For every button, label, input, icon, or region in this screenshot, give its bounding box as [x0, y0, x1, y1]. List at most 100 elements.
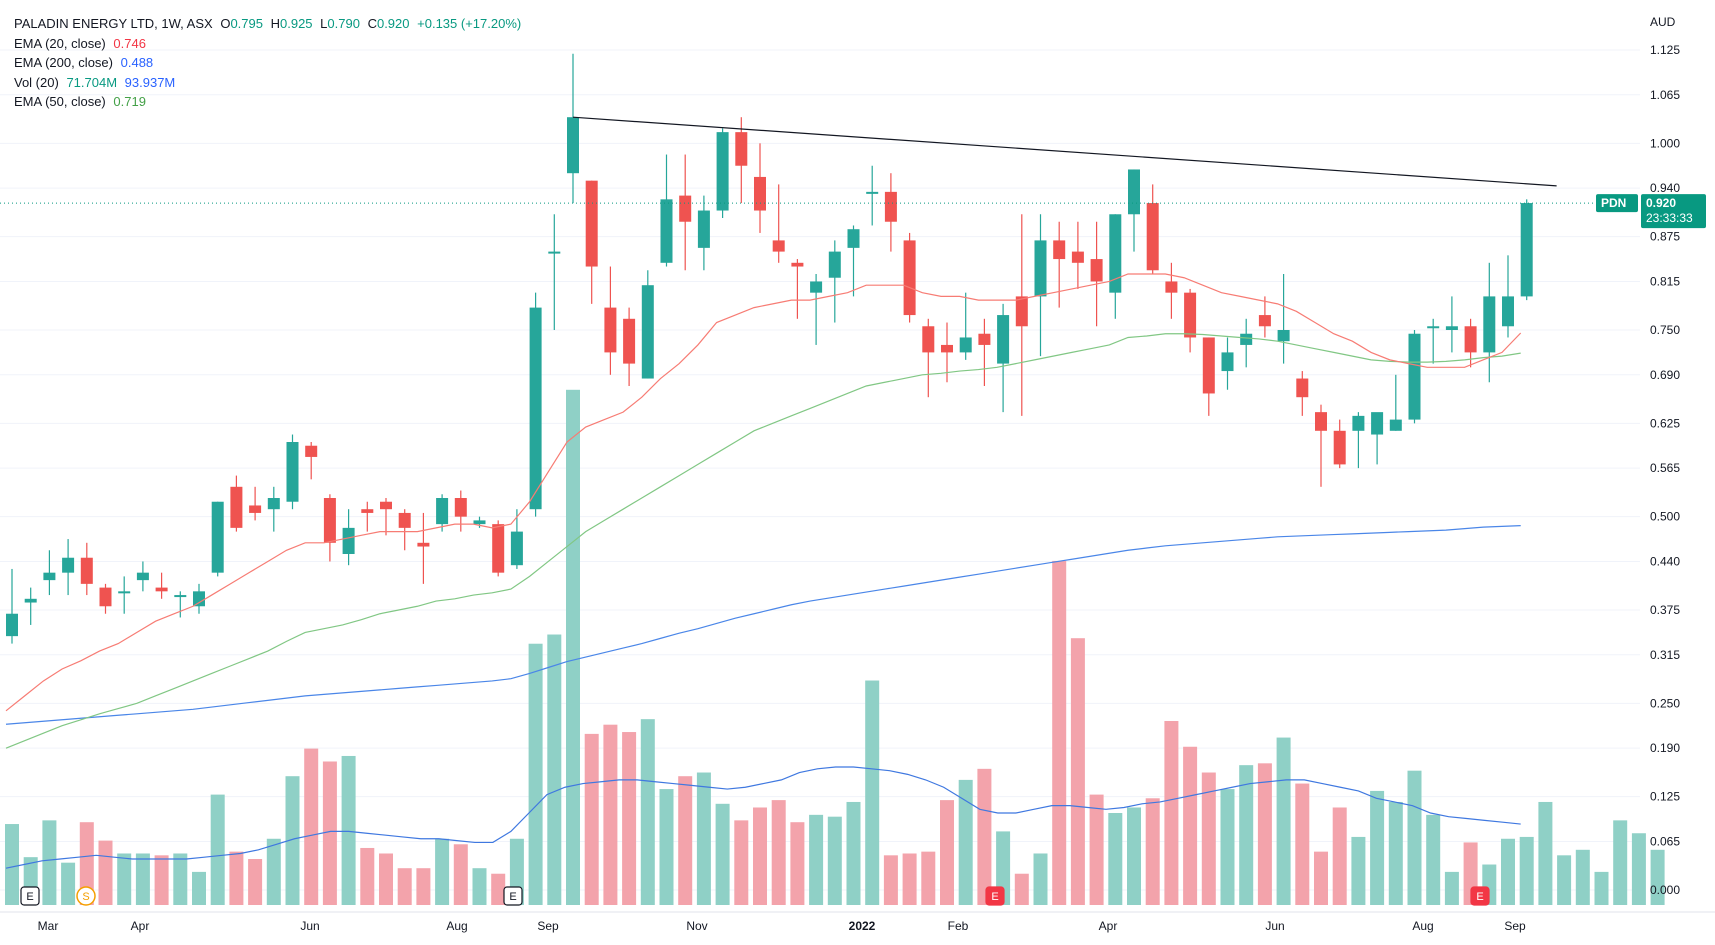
- candle-body: [529, 307, 542, 510]
- candle-body: [417, 542, 430, 547]
- earnings-marker[interactable]: E: [1470, 886, 1490, 906]
- volume-bar: [285, 776, 300, 905]
- volume-bar: [622, 732, 637, 905]
- candle: [623, 307, 636, 386]
- ohlc-low-label: L: [320, 16, 328, 31]
- candle: [1296, 371, 1309, 416]
- candle: [211, 501, 224, 577]
- price-tick-label: 0.065: [1650, 834, 1680, 848]
- price-tick-label: 0.190: [1650, 741, 1680, 755]
- candle: [118, 576, 131, 614]
- candle-body: [1427, 326, 1440, 329]
- earnings-marker[interactable]: E: [503, 886, 523, 906]
- volume-bar: [958, 779, 973, 905]
- price-tick-label: 0.125: [1650, 790, 1680, 804]
- time-axis-label: Apr: [131, 919, 150, 933]
- volume-bar: [547, 634, 562, 905]
- candle: [679, 154, 692, 271]
- candle-body: [193, 591, 205, 607]
- volume-bar: [883, 855, 898, 905]
- ema200-label: EMA (200, close): [14, 55, 113, 70]
- candle-body: [1483, 296, 1496, 353]
- legend-ema50[interactable]: EMA (50, close) 0.719: [14, 92, 521, 112]
- candle-body: [1520, 203, 1533, 297]
- volume-bar: [1145, 798, 1160, 905]
- legend-ema200[interactable]: EMA (200, close) 0.488: [14, 53, 521, 73]
- volume-bar: [528, 643, 543, 905]
- volume-bar: [173, 853, 188, 905]
- volume-bar: [1295, 783, 1310, 905]
- volume-bar: [715, 803, 730, 905]
- candle-body: [1277, 330, 1290, 342]
- ema50-line: [5, 333, 1521, 749]
- volume-bar: [5, 824, 19, 905]
- volume-bar: [135, 853, 150, 905]
- candle-body: [43, 572, 56, 581]
- candle: [380, 498, 392, 536]
- trendline[interactable]: [572, 116, 1557, 187]
- volume-bar: [1108, 813, 1123, 905]
- candle: [1352, 412, 1365, 469]
- volume-bar: [61, 862, 76, 905]
- volume-bar: [1407, 770, 1422, 905]
- candle-body: [660, 199, 673, 263]
- candle-body: [1445, 326, 1458, 330]
- price-tick-label: 0.690: [1650, 368, 1680, 382]
- candle-body: [1408, 333, 1421, 420]
- candle: [1015, 214, 1028, 416]
- candle-body: [866, 191, 879, 194]
- candle-body: [810, 281, 823, 293]
- candle: [922, 318, 935, 398]
- candle: [230, 475, 243, 532]
- candle-body: [1034, 240, 1047, 297]
- candle: [828, 240, 841, 323]
- volume-bar: [229, 851, 244, 905]
- volume-bar: [846, 801, 861, 905]
- time-axis-label: Sep: [1504, 919, 1526, 933]
- price-tick-label: 0.500: [1650, 510, 1680, 524]
- ohlc-high-label: H: [270, 16, 280, 31]
- volume-bar: [1557, 855, 1572, 905]
- candle-body: [267, 498, 280, 510]
- ema20-line: [5, 273, 1522, 712]
- candle-body: [1296, 378, 1309, 398]
- candle: [417, 512, 430, 584]
- candle: [567, 53, 579, 204]
- candle: [791, 259, 804, 319]
- ema50-value: 0.719: [113, 94, 146, 109]
- ohlc-close: 0.920: [376, 16, 410, 31]
- ema20-value: 0.746: [113, 35, 146, 51]
- candle: [24, 587, 37, 625]
- candle: [267, 486, 280, 532]
- earnings-marker[interactable]: E: [20, 886, 40, 906]
- candle-body: [978, 333, 991, 345]
- volume-bar: [341, 755, 356, 905]
- candle: [1333, 419, 1346, 469]
- volume-bar: [696, 772, 711, 905]
- candle: [510, 509, 523, 569]
- volume-bar: [322, 761, 337, 905]
- legend-ema20[interactable]: EMA (20, close) 0.746: [14, 34, 521, 54]
- volume-bar: [1127, 807, 1141, 905]
- last-price-tag-bg: [1641, 194, 1706, 229]
- candle: [1483, 262, 1496, 383]
- candle: [361, 501, 374, 532]
- time-axis-label: Apr: [1099, 919, 1118, 933]
- volume-bar: [360, 847, 375, 905]
- candle-body: [1128, 169, 1140, 215]
- candle-body: [510, 531, 523, 566]
- candle: [454, 490, 467, 532]
- volume-bar: [790, 822, 805, 905]
- legend-volume[interactable]: Vol (20) 71.704M 93.937M: [14, 73, 521, 93]
- earnings-marker[interactable]: E: [985, 886, 1005, 906]
- candle-body: [1502, 296, 1514, 327]
- split-marker[interactable]: S: [76, 886, 96, 906]
- price-tick-label: 1.065: [1650, 88, 1680, 102]
- price-tick-label: 0.375: [1650, 603, 1680, 617]
- volume-bar: [248, 859, 263, 905]
- volume-bar: [453, 844, 468, 905]
- candle: [1165, 262, 1178, 319]
- candle-body: [6, 613, 18, 637]
- volume-bar: [1388, 801, 1403, 905]
